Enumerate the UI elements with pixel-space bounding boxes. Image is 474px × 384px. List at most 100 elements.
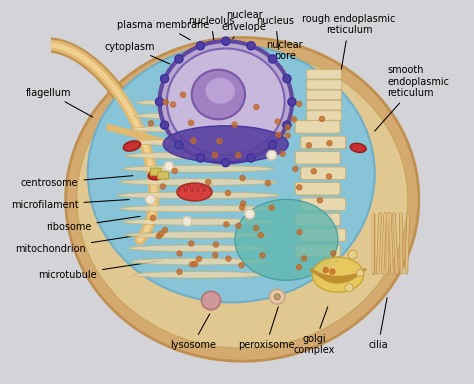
FancyBboxPatch shape <box>295 121 340 133</box>
Text: golgi
complex: golgi complex <box>293 307 335 356</box>
Text: smooth
endoplasmic
reticulum: smooth endoplasmic reticulum <box>375 65 450 131</box>
Circle shape <box>222 37 230 45</box>
Text: flagellum: flagellum <box>26 88 93 117</box>
Circle shape <box>240 201 246 206</box>
Circle shape <box>345 284 353 292</box>
Circle shape <box>245 209 255 219</box>
Circle shape <box>161 74 169 83</box>
Circle shape <box>293 166 298 172</box>
Circle shape <box>288 98 296 106</box>
Circle shape <box>239 263 244 268</box>
FancyBboxPatch shape <box>307 90 342 100</box>
Circle shape <box>171 102 176 107</box>
Circle shape <box>317 198 322 203</box>
Circle shape <box>247 42 255 50</box>
FancyBboxPatch shape <box>307 100 342 110</box>
Circle shape <box>226 256 231 261</box>
Ellipse shape <box>191 70 245 119</box>
Ellipse shape <box>235 199 338 280</box>
Circle shape <box>224 222 229 227</box>
Circle shape <box>247 154 255 162</box>
Circle shape <box>163 228 167 233</box>
FancyBboxPatch shape <box>295 244 340 257</box>
Text: cilia: cilia <box>369 298 388 350</box>
Circle shape <box>258 233 264 238</box>
Circle shape <box>177 269 182 274</box>
Circle shape <box>212 152 218 157</box>
Circle shape <box>150 215 155 220</box>
Ellipse shape <box>123 218 273 225</box>
Ellipse shape <box>148 171 164 180</box>
Circle shape <box>155 98 164 106</box>
Circle shape <box>161 121 169 129</box>
Circle shape <box>323 268 328 273</box>
Text: centrosome: centrosome <box>21 176 133 188</box>
Circle shape <box>226 190 230 196</box>
Circle shape <box>146 195 155 204</box>
Ellipse shape <box>312 257 364 292</box>
Circle shape <box>268 141 277 149</box>
Ellipse shape <box>123 166 273 172</box>
Circle shape <box>213 253 218 258</box>
Circle shape <box>297 230 302 235</box>
FancyBboxPatch shape <box>301 167 346 179</box>
Circle shape <box>254 225 259 231</box>
Circle shape <box>182 217 192 226</box>
Circle shape <box>175 55 183 63</box>
Circle shape <box>172 169 177 174</box>
Circle shape <box>181 92 186 98</box>
Circle shape <box>319 116 325 121</box>
Circle shape <box>236 152 241 158</box>
FancyBboxPatch shape <box>301 198 346 210</box>
Text: peroxisome: peroxisome <box>238 307 294 350</box>
Ellipse shape <box>88 45 375 302</box>
Circle shape <box>239 205 245 210</box>
Circle shape <box>175 141 183 149</box>
Circle shape <box>356 269 364 276</box>
Circle shape <box>269 205 274 210</box>
FancyBboxPatch shape <box>301 229 346 241</box>
Circle shape <box>306 143 311 148</box>
Ellipse shape <box>160 41 292 162</box>
Circle shape <box>267 151 276 160</box>
Circle shape <box>265 180 271 186</box>
Text: rough endoplasmic
reticulum: rough endoplasmic reticulum <box>302 14 396 86</box>
Ellipse shape <box>77 50 408 348</box>
Circle shape <box>330 269 335 274</box>
Text: microtubule: microtubule <box>38 260 162 280</box>
Ellipse shape <box>201 291 220 310</box>
FancyBboxPatch shape <box>307 70 342 79</box>
Text: nuclear
pore: nuclear pore <box>266 40 303 90</box>
Text: lysosome: lysosome <box>170 314 216 350</box>
Ellipse shape <box>131 258 265 265</box>
Circle shape <box>189 241 194 246</box>
Ellipse shape <box>120 205 276 212</box>
Circle shape <box>348 250 357 259</box>
Ellipse shape <box>134 271 263 278</box>
Ellipse shape <box>120 179 276 185</box>
Ellipse shape <box>167 48 284 155</box>
Ellipse shape <box>270 290 285 304</box>
Circle shape <box>236 223 241 228</box>
Circle shape <box>206 179 211 185</box>
Circle shape <box>164 161 173 171</box>
Text: nuclear
envelope: nuclear envelope <box>222 10 266 39</box>
Circle shape <box>331 251 336 256</box>
Circle shape <box>213 242 219 247</box>
Circle shape <box>160 184 165 189</box>
Circle shape <box>327 141 332 146</box>
Circle shape <box>285 133 290 138</box>
Text: microfilament: microfilament <box>11 200 129 210</box>
Circle shape <box>254 104 259 109</box>
Circle shape <box>222 159 230 167</box>
Circle shape <box>196 154 204 162</box>
Circle shape <box>327 174 332 179</box>
Text: mitochondrion: mitochondrion <box>15 233 153 254</box>
Text: plasma membrane: plasma membrane <box>117 20 210 40</box>
Circle shape <box>297 101 302 107</box>
Ellipse shape <box>137 99 260 106</box>
Circle shape <box>297 185 302 190</box>
Circle shape <box>163 99 168 105</box>
Circle shape <box>177 251 182 256</box>
Ellipse shape <box>126 152 271 159</box>
